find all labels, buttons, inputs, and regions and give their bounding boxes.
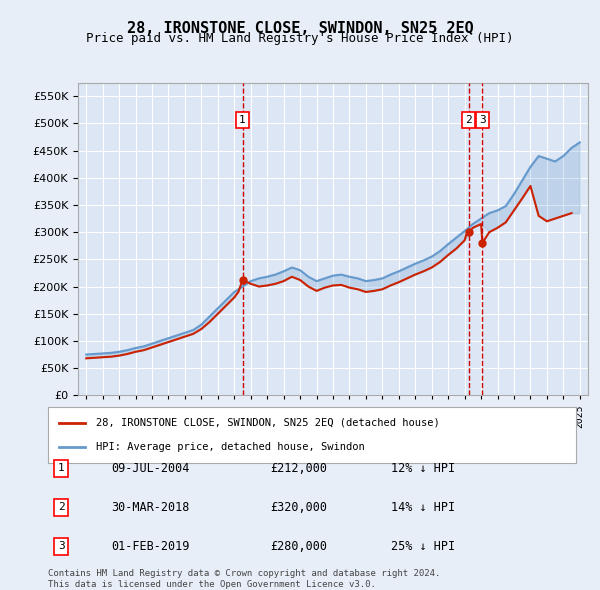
Text: 2: 2 bbox=[466, 115, 472, 125]
Text: 01-FEB-2019: 01-FEB-2019 bbox=[112, 540, 190, 553]
Text: £212,000: £212,000 bbox=[270, 462, 327, 475]
Text: 28, IRONSTONE CLOSE, SWINDON, SN25 2EQ (detached house): 28, IRONSTONE CLOSE, SWINDON, SN25 2EQ (… bbox=[95, 418, 439, 428]
Text: 12% ↓ HPI: 12% ↓ HPI bbox=[391, 462, 455, 475]
Text: 3: 3 bbox=[479, 115, 486, 125]
Text: Price paid vs. HM Land Registry's House Price Index (HPI): Price paid vs. HM Land Registry's House … bbox=[86, 32, 514, 45]
Text: Contains HM Land Registry data © Crown copyright and database right 2024.
This d: Contains HM Land Registry data © Crown c… bbox=[48, 569, 440, 589]
Text: £280,000: £280,000 bbox=[270, 540, 327, 553]
Text: 1: 1 bbox=[58, 464, 65, 473]
Text: 14% ↓ HPI: 14% ↓ HPI bbox=[391, 501, 455, 514]
Text: 1: 1 bbox=[239, 115, 246, 125]
Text: 30-MAR-2018: 30-MAR-2018 bbox=[112, 501, 190, 514]
Text: 2: 2 bbox=[58, 503, 65, 512]
Point bbox=[238, 276, 247, 285]
Text: £320,000: £320,000 bbox=[270, 501, 327, 514]
Text: HPI: Average price, detached house, Swindon: HPI: Average price, detached house, Swin… bbox=[95, 442, 364, 453]
Point bbox=[478, 238, 487, 248]
Text: 25% ↓ HPI: 25% ↓ HPI bbox=[391, 540, 455, 553]
Text: 3: 3 bbox=[58, 542, 65, 551]
Text: 28, IRONSTONE CLOSE, SWINDON, SN25 2EQ: 28, IRONSTONE CLOSE, SWINDON, SN25 2EQ bbox=[127, 21, 473, 35]
Point bbox=[464, 228, 473, 237]
Text: 09-JUL-2004: 09-JUL-2004 bbox=[112, 462, 190, 475]
